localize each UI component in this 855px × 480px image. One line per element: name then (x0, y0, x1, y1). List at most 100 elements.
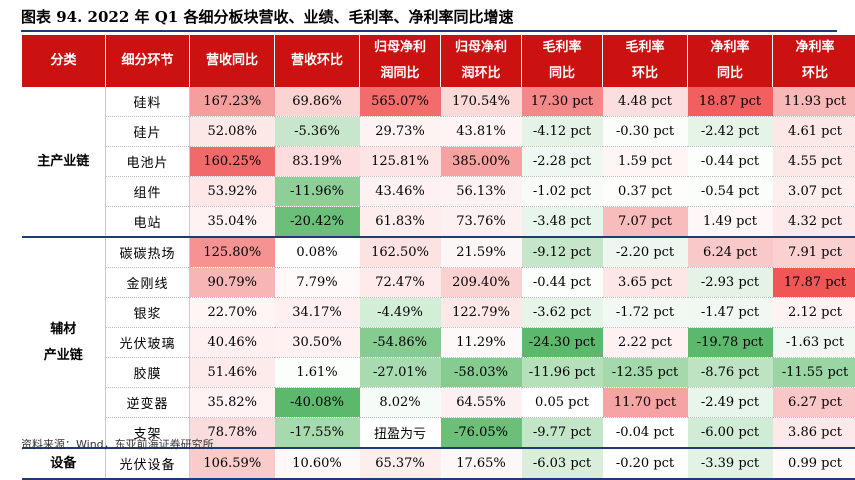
value-cell: -76.05% (441, 418, 522, 449)
value-cell: -3.62 pct (522, 298, 603, 328)
value-cell: -5.36% (275, 117, 360, 147)
value-cell: 11.70 pct (603, 388, 688, 418)
header-row: 分类细分环节营收同比营收环比归母净利润同比归母净利润环比毛利率同比毛利率环比净利… (22, 35, 855, 87)
value-cell: 167.23% (190, 87, 275, 117)
column-header-line: 归母净利 (360, 35, 440, 61)
group-label: 辅材产业链 (22, 237, 106, 448)
column-header-line: 毛利率 (603, 35, 687, 61)
column-header-line: 环比 (773, 61, 855, 87)
column-header-line: 分类 (22, 48, 105, 74)
column-header-line: 润同比 (360, 61, 440, 87)
segment-name: 电池片 (106, 147, 190, 177)
value-cell: -6.00 pct (688, 418, 773, 449)
segment-name: 光伏玻璃 (106, 328, 190, 358)
value-cell: -1.02 pct (522, 177, 603, 207)
value-cell: 4.55 pct (773, 147, 855, 177)
value-cell: 0.05 pct (522, 388, 603, 418)
value-cell: -9.77 pct (522, 418, 603, 449)
value-cell: -4.49% (360, 298, 441, 328)
value-cell: 83.19% (275, 147, 360, 177)
value-cell: -2.28 pct (522, 147, 603, 177)
value-cell: 52.08% (190, 117, 275, 147)
value-cell: 6.27 pct (773, 388, 855, 418)
value-cell: -2.49 pct (688, 388, 773, 418)
column-header-line: 净利率 (773, 35, 855, 61)
value-cell: -40.08% (275, 388, 360, 418)
column-header: 营收同比 (190, 35, 275, 87)
value-cell: -12.35 pct (603, 358, 688, 388)
value-cell: 73.76% (441, 207, 522, 238)
value-cell: 8.02% (360, 388, 441, 418)
value-cell: -3.48 pct (522, 207, 603, 238)
value-cell: 3.65 pct (603, 268, 688, 298)
column-header: 细分环节 (106, 35, 190, 87)
segment-name: 碳碳热场 (106, 237, 190, 268)
value-cell: -9.12 pct (522, 237, 603, 268)
segment-name: 组件 (106, 177, 190, 207)
value-cell: -0.44 pct (522, 268, 603, 298)
value-cell: 1.49 pct (688, 207, 773, 238)
value-cell: -54.86% (360, 328, 441, 358)
column-header-line: 归母净利 (441, 35, 521, 61)
value-cell: 125.80% (190, 237, 275, 268)
column-header-line: 润环比 (441, 61, 521, 87)
value-cell: -0.04 pct (603, 418, 688, 449)
value-cell: 565.07% (360, 87, 441, 117)
column-header-line: 同比 (688, 61, 772, 87)
value-cell: 11.93 pct (773, 87, 855, 117)
value-cell: 7.91 pct (773, 237, 855, 268)
column-header: 净利率环比 (773, 35, 855, 87)
column-header-line: 同比 (522, 61, 602, 87)
column-header-line: 营收环比 (275, 48, 359, 74)
value-cell: 35.04% (190, 207, 275, 238)
segment-name: 金刚线 (106, 268, 190, 298)
value-cell: 17.30 pct (522, 87, 603, 117)
value-cell: -2.20 pct (603, 237, 688, 268)
value-cell: 11.29% (441, 328, 522, 358)
column-header: 营收环比 (275, 35, 360, 87)
value-cell: 7.07 pct (603, 207, 688, 238)
value-cell: 4.48 pct (603, 87, 688, 117)
value-cell: -58.03% (441, 358, 522, 388)
column-header-line: 营收同比 (190, 48, 274, 74)
value-cell: -27.01% (360, 358, 441, 388)
title-rule (21, 30, 837, 32)
value-cell: 6.24 pct (688, 237, 773, 268)
value-cell: 1.61% (275, 358, 360, 388)
value-cell: 3.07 pct (773, 177, 855, 207)
value-cell: -4.12 pct (522, 117, 603, 147)
value-cell: -1.72 pct (603, 298, 688, 328)
segment-name: 硅料 (106, 87, 190, 117)
value-cell: 3.86 pct (773, 418, 855, 449)
column-header: 毛利率环比 (603, 35, 688, 87)
figure-title: 图表 94. 2022 年 Q1 各细分板块营收、业绩、毛利率、净利率同比增速 (21, 6, 513, 27)
value-cell: 4.61 pct (773, 117, 855, 147)
value-cell: 40.46% (190, 328, 275, 358)
value-cell: 160.25% (190, 147, 275, 177)
value-cell: 35.82% (190, 388, 275, 418)
value-cell: -1.47 pct (688, 298, 773, 328)
value-cell: 122.79% (441, 298, 522, 328)
group-label-line: 主产业链 (22, 149, 106, 175)
value-cell: -1.63 pct (773, 328, 855, 358)
value-cell: -2.42 pct (688, 117, 773, 147)
value-cell: 1.59 pct (603, 147, 688, 177)
value-cell: 21.59% (441, 237, 522, 268)
value-cell: -0.44 pct (688, 147, 773, 177)
segment-name: 电站 (106, 207, 190, 238)
value-cell: 51.46% (190, 358, 275, 388)
value-cell: -0.30 pct (603, 117, 688, 147)
group-label-line: 产业链 (22, 343, 106, 369)
value-cell: -2.93 pct (688, 268, 773, 298)
value-cell: 162.50% (360, 237, 441, 268)
growth-table: 分类细分环节营收同比营收环比归母净利润同比归母净利润环比毛利率同比毛利率环比净利… (21, 35, 855, 480)
column-header: 净利率同比 (688, 35, 773, 87)
